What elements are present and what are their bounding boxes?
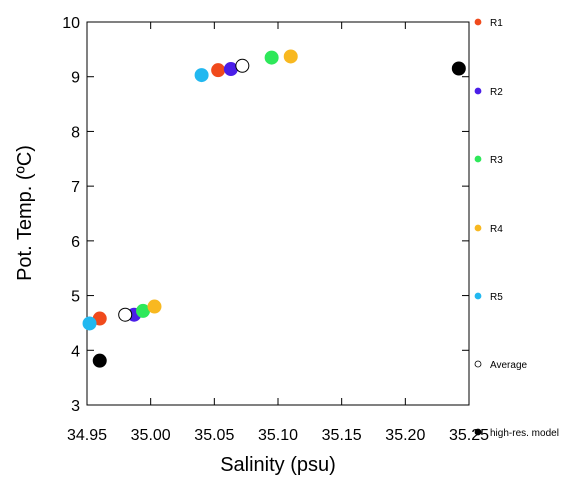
legend-marker-r1 (474, 18, 482, 26)
plot-frame (86, 21, 470, 406)
legend-marker-r5 (474, 292, 482, 300)
legend-marker-r2 (474, 87, 482, 95)
legend-label-r2: R2 (490, 87, 503, 98)
y-tick-label: 5 (71, 289, 80, 306)
legend-label-average: Average (490, 360, 528, 371)
data-point-r4 (147, 299, 162, 314)
y-tick-label: 10 (62, 15, 80, 32)
y-tick-label: 6 (71, 234, 80, 251)
legend-label-r1: R1 (490, 18, 503, 29)
x-tick-label: 35.00 (131, 427, 171, 444)
x-tick-label: 35.10 (258, 427, 298, 444)
legend-marker-r4 (474, 224, 482, 232)
y-tick-label: 7 (71, 179, 80, 196)
data-point-r5 (194, 68, 209, 83)
legend-label-r4: R4 (490, 224, 503, 235)
x-axis-ticks: 34.95 35.00 35.05 35.10 35.15 35.20 35.25 (67, 22, 489, 444)
y-tick-label: 9 (71, 70, 80, 87)
x-tick-label: 35.25 (449, 427, 489, 444)
legend-label-r3: R3 (490, 155, 503, 166)
data-point-r5 (82, 316, 97, 331)
y-tick-label: 8 (71, 124, 80, 141)
y-tick-label: 4 (71, 343, 80, 360)
data-point-r3 (264, 50, 279, 65)
data-point-high-res-model (92, 353, 107, 368)
y-tick-label: 3 (71, 398, 80, 415)
x-tick-label: 35.20 (385, 427, 425, 444)
legend-label-high-res-model: high-res. model (490, 428, 559, 439)
legend-label-r5: R5 (490, 292, 503, 303)
x-tick-label: 35.05 (194, 427, 234, 444)
legend-marker-high-res-model (474, 428, 482, 436)
legend-marker-average (474, 360, 482, 368)
data-point-r4 (283, 49, 298, 64)
data-point-average (235, 58, 250, 73)
x-tick-label: 35.15 (322, 427, 362, 444)
y-axis-ticks: 3 4 5 6 7 8 9 10 (62, 15, 469, 415)
legend: R1 R2 R3 R4 R5 Average high-res. model (474, 18, 559, 439)
data-point-high-res-model (451, 61, 466, 76)
x-tick-label: 34.95 (67, 427, 107, 444)
x-axis-label: Salinity (psu) (220, 454, 336, 476)
data-point-r2 (223, 62, 238, 77)
data-point-r1 (211, 63, 226, 78)
data-point-average (118, 307, 133, 322)
legend-marker-r3 (474, 155, 482, 163)
data-points (82, 49, 466, 368)
y-axis-label: Pot. Temp. (ºC) (14, 145, 36, 281)
